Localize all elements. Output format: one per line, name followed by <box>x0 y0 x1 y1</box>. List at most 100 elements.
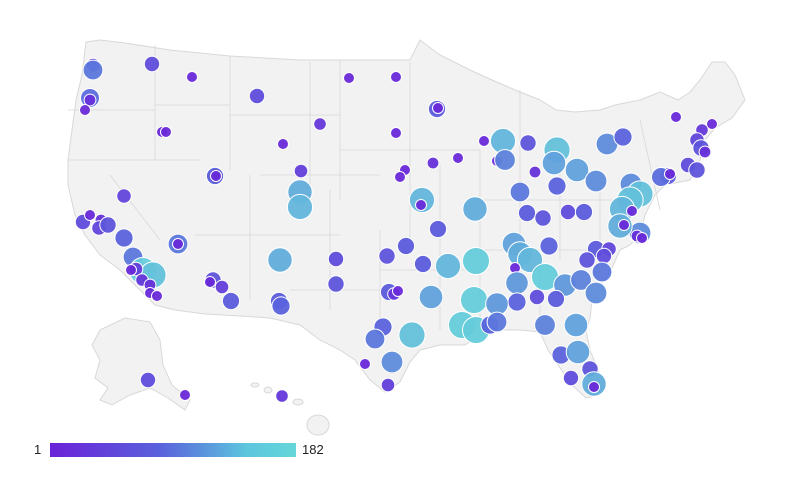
legend-gradient-bar <box>50 443 296 457</box>
city-marker[interactable] <box>570 269 592 291</box>
city-marker[interactable] <box>528 165 542 179</box>
city-marker[interactable] <box>84 209 96 221</box>
city-marker[interactable] <box>248 87 266 105</box>
state-border-line <box>109 174 161 241</box>
city-marker[interactable] <box>418 284 444 310</box>
city-marker[interactable] <box>394 171 406 183</box>
city-marker[interactable] <box>415 199 427 211</box>
city-marker[interactable] <box>390 71 402 83</box>
city-marker[interactable] <box>179 389 191 401</box>
city-marker[interactable] <box>584 169 608 193</box>
city-marker[interactable] <box>267 247 293 273</box>
city-marker[interactable] <box>378 247 396 265</box>
city-marker[interactable] <box>125 264 137 276</box>
city-marker[interactable] <box>172 238 184 250</box>
city-marker[interactable] <box>578 251 596 269</box>
city-marker[interactable] <box>618 219 630 231</box>
city-marker[interactable] <box>79 104 91 116</box>
city-marker[interactable] <box>313 117 327 131</box>
legend-min-label: 1 <box>34 442 42 457</box>
city-marker[interactable] <box>413 254 433 274</box>
city-marker[interactable] <box>562 369 580 387</box>
city-marker[interactable] <box>364 328 386 350</box>
city-marker[interactable] <box>613 127 633 147</box>
city-marker[interactable] <box>143 55 161 73</box>
city-marker[interactable] <box>519 134 537 152</box>
city-marker[interactable] <box>398 321 426 349</box>
city-marker[interactable] <box>139 371 157 389</box>
city-marker[interactable] <box>534 209 552 227</box>
city-marker[interactable] <box>428 219 448 239</box>
city-marker[interactable] <box>564 157 590 183</box>
city-marker[interactable] <box>186 71 198 83</box>
city-marker[interactable] <box>541 150 567 176</box>
city-marker[interactable] <box>214 279 230 295</box>
city-marker[interactable] <box>392 285 404 297</box>
city-marker[interactable] <box>99 216 117 234</box>
city-marker[interactable] <box>460 286 488 314</box>
city-marker[interactable] <box>565 339 591 365</box>
city-marker[interactable] <box>327 250 345 268</box>
city-marker[interactable] <box>327 275 345 293</box>
city-marker[interactable] <box>546 289 566 309</box>
city-marker[interactable] <box>478 135 490 147</box>
city-marker[interactable] <box>706 118 718 130</box>
alaska-shape <box>91 317 191 411</box>
city-marker[interactable] <box>670 111 682 123</box>
city-marker[interactable] <box>434 252 462 280</box>
city-marker[interactable] <box>204 276 216 288</box>
city-markers <box>74 55 718 403</box>
city-marker[interactable] <box>426 156 440 170</box>
city-marker[interactable] <box>462 196 488 222</box>
city-marker[interactable] <box>160 126 172 138</box>
city-marker[interactable] <box>494 149 516 171</box>
city-marker[interactable] <box>559 203 577 221</box>
city-marker[interactable] <box>547 176 567 196</box>
city-marker[interactable] <box>380 377 396 393</box>
city-marker[interactable] <box>588 381 600 393</box>
city-marker[interactable] <box>584 281 608 305</box>
city-marker[interactable] <box>452 152 464 164</box>
city-marker[interactable] <box>221 291 241 311</box>
city-marker[interactable] <box>277 138 289 150</box>
city-marker[interactable] <box>688 161 706 179</box>
city-marker[interactable] <box>396 236 416 256</box>
city-marker[interactable] <box>210 170 222 182</box>
city-marker[interactable] <box>359 358 371 370</box>
city-marker[interactable] <box>271 296 291 316</box>
city-marker[interactable] <box>591 261 613 283</box>
city-marker[interactable] <box>293 163 309 179</box>
city-marker[interactable] <box>507 292 527 312</box>
city-marker[interactable] <box>275 389 289 403</box>
city-marker[interactable] <box>664 168 676 180</box>
city-marker[interactable] <box>563 312 589 338</box>
city-marker[interactable] <box>539 236 559 256</box>
city-marker[interactable] <box>698 145 712 159</box>
city-marker[interactable] <box>636 232 648 244</box>
city-marker[interactable] <box>509 181 531 203</box>
city-marker[interactable] <box>517 203 537 223</box>
city-marker[interactable] <box>390 127 402 139</box>
city-marker[interactable] <box>626 205 638 217</box>
city-marker[interactable] <box>83 93 97 107</box>
hawaii-shape <box>250 382 330 436</box>
city-marker[interactable] <box>116 188 132 204</box>
city-marker[interactable] <box>82 59 104 81</box>
city-marker[interactable] <box>534 314 556 336</box>
city-marker[interactable] <box>595 247 613 265</box>
city-marker[interactable] <box>505 271 529 295</box>
state-border-line <box>639 119 661 211</box>
city-marker[interactable] <box>286 193 314 221</box>
city-marker[interactable] <box>151 290 163 302</box>
city-marker[interactable] <box>462 247 490 275</box>
city-marker[interactable] <box>486 311 508 333</box>
color-legend: 1 182 <box>34 440 324 462</box>
city-marker[interactable] <box>528 288 546 306</box>
city-marker[interactable] <box>432 102 444 114</box>
city-marker[interactable] <box>114 228 134 248</box>
city-marker[interactable] <box>574 202 594 222</box>
city-marker[interactable] <box>380 350 404 374</box>
city-marker[interactable] <box>343 72 355 84</box>
